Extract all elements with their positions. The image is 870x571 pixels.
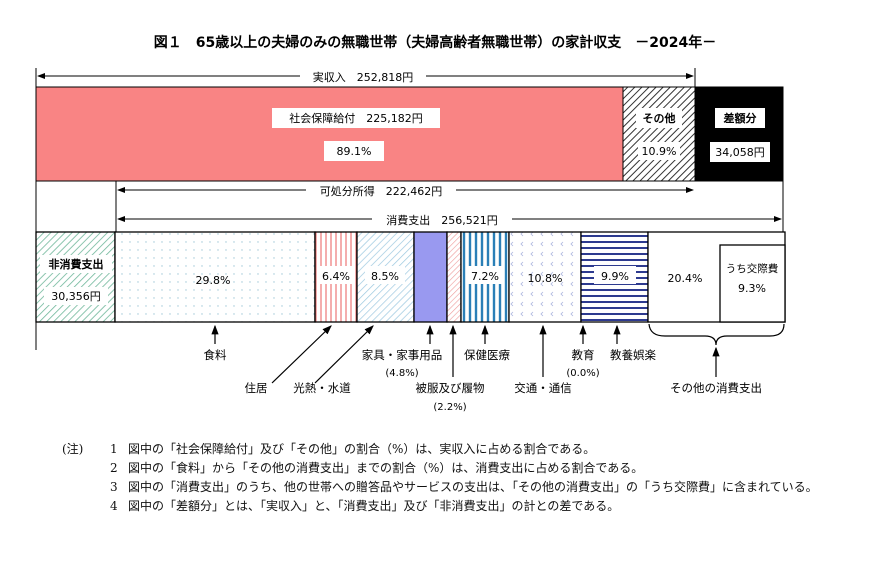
social-expenses-percent: 9.3% — [738, 282, 766, 295]
label-other-consumption: その他の消費支出 — [670, 381, 762, 395]
housing-percent: 6.4% — [322, 270, 350, 283]
label-transport: 交通・通信 — [514, 381, 572, 395]
deficit-label: 差額分 — [724, 111, 757, 125]
utilities-percent: 8.5% — [371, 270, 399, 283]
label-food: 食料 — [204, 348, 227, 362]
label-utilities: 光熱・水道 — [293, 381, 351, 395]
note-number: 2 — [110, 461, 118, 475]
figure-title: 図１ 65歳以上の夫婦のみの無職世帯（夫婦高齢者無職世帯）の家計収支 －2024… — [154, 34, 716, 51]
note-text: 図中の「食料」から「その他の消費支出」までの割合（%）は、消費支出に占める割合で… — [128, 461, 644, 475]
disposable-income-label: 可処分所得 222,462円 — [320, 185, 443, 198]
note-number: 1 — [110, 442, 118, 456]
deficit-value: 34,058円 — [715, 146, 765, 159]
transport-percent: 10.8% — [528, 272, 563, 285]
label-clothing: 被服及び履物 — [416, 381, 485, 395]
food-percent: 29.8% — [196, 274, 231, 287]
clothing-bar — [446, 231, 462, 323]
other-income-label: その他 — [643, 111, 676, 125]
label-education-percent: (0.0%) — [566, 368, 599, 379]
transport-bar — [508, 231, 582, 323]
social-security-percent: 89.1% — [337, 145, 372, 158]
label-furniture: 家具・家事用品 — [362, 348, 443, 362]
social-security-label: 社会保障給付 225,182円 — [289, 111, 423, 125]
note-text: 図中の「消費支出」のうち、他の世帯への贈答品やサービスの支出は、「その他の消費支… — [128, 480, 818, 494]
social-security-bar — [35, 86, 624, 182]
label-health: 保健医療 — [464, 348, 510, 362]
notes: (注) 1 図中の「社会保障給付」及び「その他」の割合（%）は、実収入に占める割合で… — [62, 440, 828, 516]
other-income-percent: 10.9% — [642, 145, 677, 158]
other-income-bar — [622, 86, 696, 182]
social-expenses-label: うち交際費 — [726, 262, 779, 275]
culture-percent: 9.9% — [601, 270, 629, 283]
label-housing: 住居 — [245, 381, 268, 395]
note-text: 図中の「差額分」とは、「実収入」と、「消費支出」及び「非消費支出」の計との差であ… — [128, 499, 620, 513]
notes-label: (注) — [62, 442, 84, 456]
other-consumption-percent: 20.4% — [668, 272, 703, 285]
health-percent: 7.2% — [471, 270, 499, 283]
label-culture: 教養娯楽 — [610, 348, 656, 362]
label-furniture-percent: (4.8%) — [385, 368, 418, 379]
deficit-bar — [694, 86, 784, 182]
non-consumption-value: 30,356円 — [51, 290, 101, 303]
label-clothing-percent: (2.2%) — [433, 402, 466, 413]
non-consumption-label: 非消費支出 — [49, 257, 104, 271]
social-expenses-box — [719, 244, 786, 323]
note-number: 4 — [110, 499, 118, 513]
note-number: 3 — [110, 480, 118, 494]
brace — [648, 323, 785, 346]
label-education: 教育 — [572, 348, 595, 362]
non-consumption-bar — [35, 231, 116, 323]
furniture-bar — [413, 231, 448, 323]
consumption-label: 消費支出 256,521円 — [386, 213, 498, 227]
income-label: 実収入 252,818円 — [313, 70, 414, 84]
budget-diagram: 図１ 65歳以上の夫婦のみの無職世帯（夫婦高齢者無職世帯）の家計収支 －2024… — [35, 34, 786, 413]
note-text: 図中の「社会保障給付」及び「その他」の割合（%）は、実収入に占める割合である。 — [128, 442, 596, 456]
